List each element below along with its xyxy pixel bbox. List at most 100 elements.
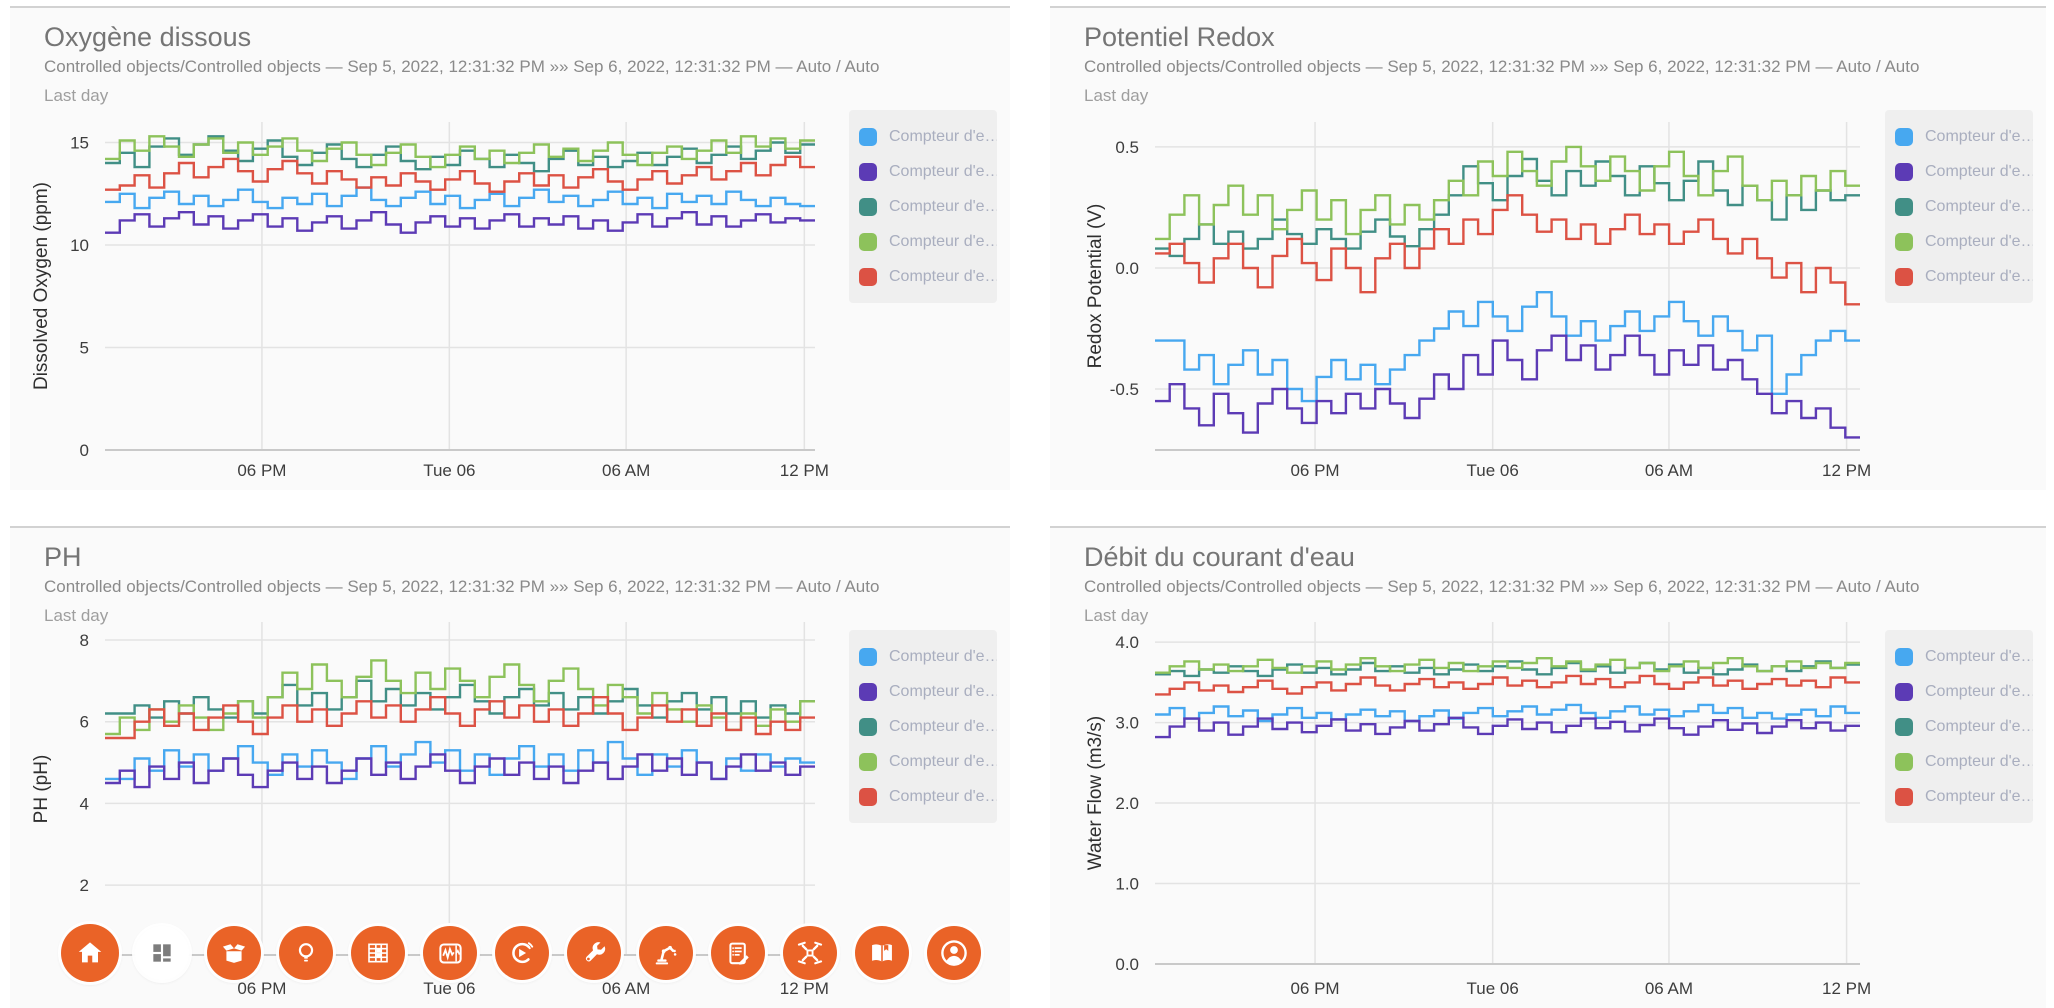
drone-icon: [796, 939, 824, 967]
broadcast-play-icon: [508, 939, 536, 967]
toolbar-button-table[interactable]: [351, 926, 405, 980]
series-line-2: [105, 679, 815, 719]
y-tick-label: 2.0: [1115, 794, 1139, 813]
series-line-1: [105, 211, 815, 234]
legend-item[interactable]: Compteur d'e…: [859, 224, 997, 259]
user-account-icon: [939, 938, 969, 968]
time-range-label: Last day: [1084, 606, 1149, 625]
panel-title: Potentiel Redox: [1084, 22, 1275, 52]
legend-label: Compteur d'e…: [1925, 717, 2033, 735]
time-range-label: Last day: [1084, 86, 1149, 105]
wrench-icon: [581, 940, 608, 967]
time-range-label: Last day: [44, 86, 109, 105]
legend-swatch-icon: [1895, 717, 1913, 736]
legend-swatch-icon: [859, 752, 877, 771]
chart-panel-water-flow: Débit du courant d'eau Controlled object…: [1050, 526, 2046, 1008]
package-icon: [220, 939, 248, 967]
series-line-3: [105, 135, 815, 169]
legend-item[interactable]: Compteur d'e…: [1895, 779, 2033, 814]
series-line-4: [1155, 194, 1860, 306]
y-tick-label: 0.5: [1115, 138, 1139, 157]
toolbar-button-broadcast-play[interactable]: [495, 926, 549, 980]
legend-item[interactable]: Compteur d'e…: [859, 639, 997, 674]
series-line-0: [1155, 703, 1860, 723]
legend-swatch-icon: [1895, 162, 1913, 181]
toolbar-button-user-account[interactable]: [927, 926, 981, 980]
toolbar-button-lightbulb[interactable]: [279, 926, 333, 980]
panel-subtitle: Controlled objects/Controlled objects — …: [44, 57, 880, 76]
x-tick-label: 06 AM: [602, 461, 650, 480]
legend-item[interactable]: Compteur d'e…: [1895, 224, 2033, 259]
legend-label: Compteur d'e…: [889, 267, 997, 285]
x-tick-label: 06 PM: [237, 979, 286, 998]
series-line-3: [1155, 657, 1860, 674]
y-tick-label: 4.0: [1115, 633, 1139, 652]
y-axis-label: Water Flow (m3/s): [1085, 715, 1106, 871]
x-tick-label: 12 PM: [780, 461, 829, 480]
series-line-3: [1155, 145, 1860, 241]
toolbar-button-drone[interactable]: [783, 926, 837, 980]
toolbar-button-package[interactable]: [207, 926, 261, 980]
y-tick-label: 6: [80, 713, 89, 732]
y-axis-label: Redox Potential (V): [1085, 203, 1106, 369]
report-icon: [725, 940, 752, 967]
legend-swatch-icon: [859, 232, 877, 251]
legend-swatch-icon: [859, 127, 877, 146]
x-tick-label: 12 PM: [1822, 979, 1871, 998]
legend-item[interactable]: Compteur d'e…: [859, 674, 997, 709]
toolbar-button-dashboard[interactable]: [135, 926, 189, 980]
legend: Compteur d'e… Compteur d'e… Compteur d'e… C…: [849, 110, 997, 303]
toolbar-button-open-book[interactable]: [855, 926, 909, 980]
panel-title: Débit du courant d'eau: [1084, 542, 1355, 572]
chart-panel-dissolved-oxygen: Oxygène dissous Controlled objects/Contr…: [10, 6, 1010, 490]
legend-label: Compteur d'e…: [889, 647, 997, 665]
y-tick-label: 0.0: [1115, 955, 1139, 974]
y-tick-label: 10: [70, 236, 89, 255]
activity-chart-icon: [437, 940, 464, 967]
legend-item[interactable]: Compteur d'e…: [859, 744, 997, 779]
legend-label: Compteur d'e…: [1925, 162, 2033, 180]
toolbar-button-wrench[interactable]: [567, 926, 621, 980]
x-tick-label: 06 AM: [1645, 461, 1693, 480]
x-tick-label: 12 PM: [1822, 461, 1871, 480]
series-line-1: [1155, 716, 1860, 739]
legend-label: Compteur d'e…: [889, 197, 997, 215]
legend-label: Compteur d'e…: [1925, 682, 2033, 700]
dissolved-oxygen-chart[interactable]: 0 5 10 15 06 PM Tue 06 06 AM 12 PM: [10, 8, 1010, 490]
toolbar-button-report[interactable]: [711, 926, 765, 980]
legend-item[interactable]: Compteur d'e…: [859, 189, 997, 224]
legend-label: Compteur d'e…: [1925, 267, 2033, 285]
legend-item[interactable]: Compteur d'e…: [1895, 189, 2033, 224]
series-line-1: [105, 753, 815, 789]
legend-item[interactable]: Compteur d'e…: [1895, 154, 2033, 189]
toolbar-button-activity-chart[interactable]: [423, 926, 477, 980]
ph-chart[interactable]: 8 6 4 2 06 PM Tue 06 06 AM 12 PM: [10, 528, 1010, 1008]
legend-item[interactable]: Compteur d'e…: [859, 119, 997, 154]
legend-item[interactable]: Compteur d'e…: [1895, 639, 2033, 674]
legend-item[interactable]: Compteur d'e…: [1895, 709, 2033, 744]
x-tick-label: Tue 06: [423, 461, 475, 480]
redox-potential-chart[interactable]: 0.5 0.0 -0.5 06 PM Tue 06 06 AM 12 PM: [1050, 8, 2046, 490]
dashboard-icon: [149, 940, 175, 966]
y-tick-label: 8: [80, 631, 89, 650]
legend-label: Compteur d'e…: [1925, 787, 2033, 805]
legend-item[interactable]: Compteur d'e…: [859, 709, 997, 744]
legend-item[interactable]: Compteur d'e…: [859, 154, 997, 189]
x-tick-label: 06 PM: [237, 461, 286, 480]
y-tick-label: 0: [80, 441, 89, 460]
water-flow-chart[interactable]: 4.0 3.0 2.0 1.0 0.0 06 PM Tue 06 06 AM 12 PM: [1050, 528, 2046, 1008]
legend-item[interactable]: Compteur d'e…: [1895, 744, 2033, 779]
y-tick-label: 15: [70, 134, 89, 153]
legend-swatch-icon: [1895, 752, 1913, 771]
legend-item[interactable]: Compteur d'e…: [859, 259, 997, 294]
legend-item[interactable]: Compteur d'e…: [859, 779, 997, 814]
x-tick-label: Tue 06: [423, 979, 475, 998]
toolbar-button-home[interactable]: [61, 924, 119, 982]
legend-swatch-icon: [859, 197, 877, 216]
series-line-0: [105, 186, 815, 210]
legend-item[interactable]: Compteur d'e…: [1895, 259, 2033, 294]
toolbar-button-robot-arm[interactable]: [639, 926, 693, 980]
legend-item[interactable]: Compteur d'e…: [1895, 119, 2033, 154]
legend-item[interactable]: Compteur d'e…: [1895, 674, 2033, 709]
open-book-icon: [868, 939, 896, 967]
